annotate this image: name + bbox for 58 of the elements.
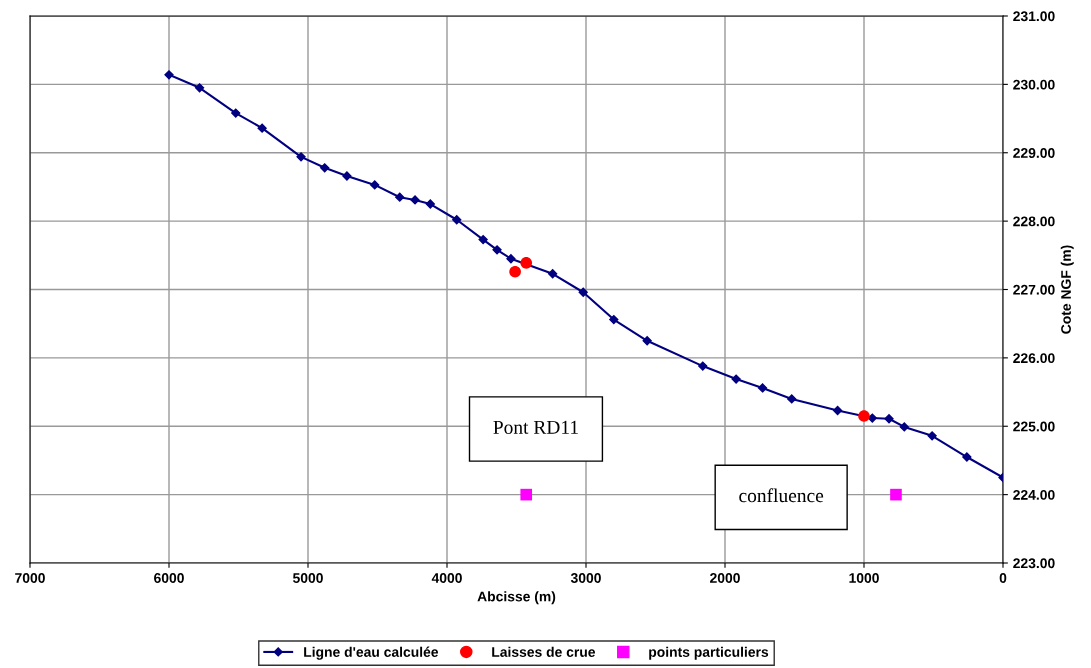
point xyxy=(642,336,652,346)
y-axis-title: Cote NGF (m) xyxy=(1060,245,1074,334)
point xyxy=(962,452,972,462)
legend-label: Ligne d'eau calculée xyxy=(304,646,439,660)
point xyxy=(832,405,843,416)
point xyxy=(548,269,558,279)
point xyxy=(296,152,306,162)
point xyxy=(370,180,380,190)
point xyxy=(231,108,241,118)
point xyxy=(609,314,619,325)
point xyxy=(578,287,588,297)
legend-label: points particuliers xyxy=(649,646,769,660)
point xyxy=(395,192,405,202)
point xyxy=(520,257,533,269)
x-tick-label: 3000 xyxy=(570,573,601,583)
annotation: Pont RD11 xyxy=(493,420,578,434)
x-tick-label: 2000 xyxy=(710,573,740,583)
y-tick-label: 223.00 xyxy=(1013,558,1055,569)
point xyxy=(342,171,352,181)
point xyxy=(320,163,330,173)
point xyxy=(884,414,894,424)
point xyxy=(927,431,937,441)
point xyxy=(506,254,516,264)
point xyxy=(520,488,533,501)
y-tick-label: 230.00 xyxy=(1013,79,1055,90)
x-tick-label: 6000 xyxy=(154,573,184,583)
point xyxy=(867,413,877,423)
point xyxy=(858,410,870,422)
point xyxy=(757,383,768,393)
y-tick-label: 224.00 xyxy=(1013,489,1055,500)
point xyxy=(452,215,462,225)
point xyxy=(492,245,502,255)
point xyxy=(787,394,797,404)
point xyxy=(478,234,488,245)
point xyxy=(899,422,909,432)
y-tick-label: 226.00 xyxy=(1013,353,1055,364)
annotation: confluence xyxy=(739,488,824,503)
point xyxy=(890,488,902,501)
y-tick-label: 225.00 xyxy=(1013,421,1055,432)
point xyxy=(509,265,521,278)
y-tick-label: 229.00 xyxy=(1013,148,1055,158)
legend-label: Laisses de crue xyxy=(492,646,596,657)
point xyxy=(257,123,267,133)
y-tick-label: 231.00 xyxy=(1013,11,1055,22)
x-tick-label: 7000 xyxy=(15,573,45,583)
point xyxy=(410,195,420,205)
y-tick-label: 227.00 xyxy=(1013,284,1055,295)
point xyxy=(425,199,435,209)
y-tick-label: 228.00 xyxy=(1013,216,1055,227)
x-tick-label: 0 xyxy=(999,573,1007,583)
point xyxy=(194,83,205,93)
point xyxy=(731,374,741,384)
point xyxy=(698,361,708,371)
x-tick-label: 5000 xyxy=(292,573,323,583)
x-tick-label: 4000 xyxy=(431,573,462,583)
x-axis-title: Abcisse (m) xyxy=(477,591,556,605)
x-tick-label: 1000 xyxy=(849,573,879,583)
point xyxy=(164,70,174,80)
